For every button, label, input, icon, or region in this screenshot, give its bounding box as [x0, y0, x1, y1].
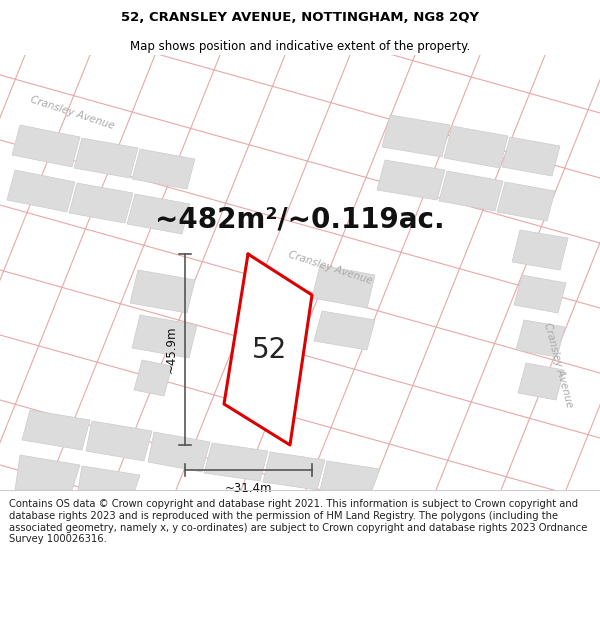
Text: Map shows position and indicative extent of the property.: Map shows position and indicative extent…	[130, 39, 470, 52]
Polygon shape	[7, 170, 75, 212]
Polygon shape	[69, 183, 133, 223]
Polygon shape	[312, 265, 375, 308]
Text: Cransley Avenue: Cransley Avenue	[29, 94, 115, 131]
Polygon shape	[134, 360, 172, 396]
Polygon shape	[86, 421, 152, 461]
Polygon shape	[12, 125, 80, 167]
Polygon shape	[516, 320, 565, 357]
Polygon shape	[130, 270, 195, 313]
Text: ~31.4m: ~31.4m	[225, 481, 272, 494]
Polygon shape	[127, 194, 190, 234]
Polygon shape	[74, 138, 138, 178]
Polygon shape	[514, 275, 566, 313]
Polygon shape	[518, 363, 564, 400]
Text: Cransley Avenue: Cransley Avenue	[542, 321, 574, 409]
Polygon shape	[512, 230, 568, 270]
Polygon shape	[15, 455, 80, 490]
Polygon shape	[22, 410, 90, 450]
Polygon shape	[204, 443, 268, 481]
Text: Cransley Avenue: Cransley Avenue	[287, 249, 373, 286]
Polygon shape	[377, 160, 445, 200]
Text: Contains OS data © Crown copyright and database right 2021. This information is : Contains OS data © Crown copyright and d…	[9, 499, 587, 544]
Polygon shape	[224, 254, 312, 445]
Polygon shape	[439, 171, 503, 211]
Polygon shape	[132, 149, 195, 189]
Text: ~482m²/~0.119ac.: ~482m²/~0.119ac.	[155, 206, 445, 234]
Polygon shape	[382, 115, 450, 157]
Polygon shape	[78, 466, 140, 490]
Polygon shape	[497, 182, 555, 221]
Polygon shape	[444, 126, 508, 168]
Polygon shape	[132, 315, 197, 358]
Polygon shape	[320, 461, 380, 490]
Polygon shape	[314, 311, 375, 350]
Polygon shape	[502, 137, 560, 176]
Polygon shape	[148, 432, 210, 472]
Text: 52: 52	[253, 336, 287, 364]
Polygon shape	[263, 452, 325, 490]
Text: 52, CRANSLEY AVENUE, NOTTINGHAM, NG8 2QY: 52, CRANSLEY AVENUE, NOTTINGHAM, NG8 2QY	[121, 11, 479, 24]
Text: ~45.9m: ~45.9m	[164, 326, 178, 373]
